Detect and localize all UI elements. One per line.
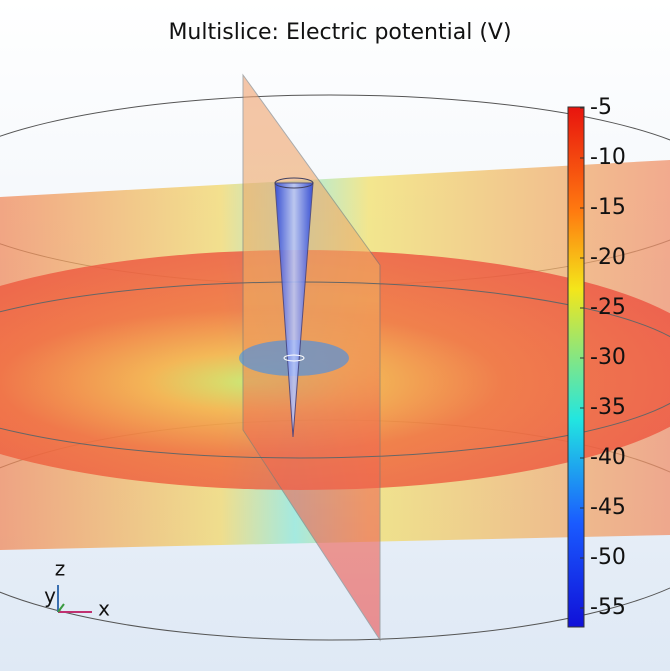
colorbar-tick-label: -50 <box>590 545 626 570</box>
colorbar <box>568 107 584 627</box>
z-label: z <box>55 557 66 581</box>
page: {"title": "Multislice: Electric potentia… <box>0 0 670 671</box>
title: Multislice: Electric potential (V) <box>168 20 511 45</box>
colorbar-tick-label: -20 <box>590 245 626 270</box>
colorbar-tick-label: -30 <box>590 345 626 370</box>
colorbar-tick-label: -10 <box>590 145 626 170</box>
plot: Multislice: Electric potential (V) z y x… <box>0 0 670 671</box>
colorbar-tick-label: -5 <box>590 95 612 120</box>
colorbar-tick-label: -45 <box>590 495 626 520</box>
colorbar-tick-label: -55 <box>590 595 626 620</box>
colorbar-tick-label: -25 <box>590 295 626 320</box>
colorbar-tick-label: -15 <box>590 195 626 220</box>
x-label: x <box>98 597 110 621</box>
colorbar-tick-label: -35 <box>590 395 626 420</box>
colorbar-tick-label: -40 <box>590 445 626 470</box>
y-label: y <box>44 584 56 608</box>
